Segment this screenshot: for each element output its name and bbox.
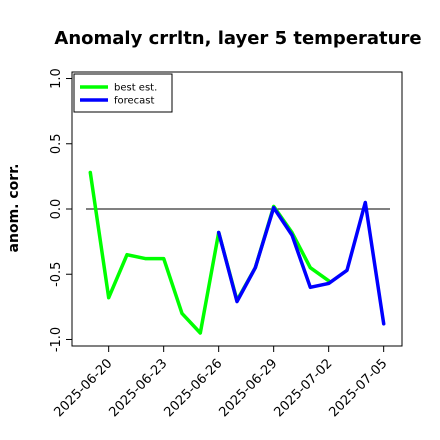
legend-label: forecast bbox=[114, 96, 155, 107]
legend: best est. forecast bbox=[73, 73, 173, 113]
plot-area: -1.0-0.50.00.51.02025-06-202025-06-23202… bbox=[49, 68, 403, 420]
y-tick-label: 0.5 bbox=[49, 133, 64, 154]
y-axis-label: anom. corr. bbox=[6, 164, 22, 253]
x-tick-label: 2025-06-20 bbox=[51, 356, 115, 420]
chart-title: Anomaly crrltn, layer 5 temperature bbox=[54, 28, 421, 49]
x-tick-label: 2025-07-05 bbox=[326, 356, 390, 420]
y-tick-label: 1.0 bbox=[49, 68, 64, 89]
x-tick-label: 2025-07-02 bbox=[271, 356, 335, 420]
x-tick-label: 2025-06-26 bbox=[161, 356, 225, 420]
series-line-forecast bbox=[216, 200, 386, 326]
x-tick-label: 2025-06-23 bbox=[106, 356, 170, 420]
x-tick-label: 2025-06-29 bbox=[216, 356, 280, 420]
y-tick-label: 0.0 bbox=[49, 199, 64, 220]
y-tick-label: -1.0 bbox=[49, 327, 64, 352]
y-tick-label: -0.5 bbox=[49, 262, 64, 287]
series-line-best-est bbox=[88, 170, 331, 335]
legend-box bbox=[73, 73, 173, 113]
legend-label: best est. bbox=[114, 83, 157, 94]
